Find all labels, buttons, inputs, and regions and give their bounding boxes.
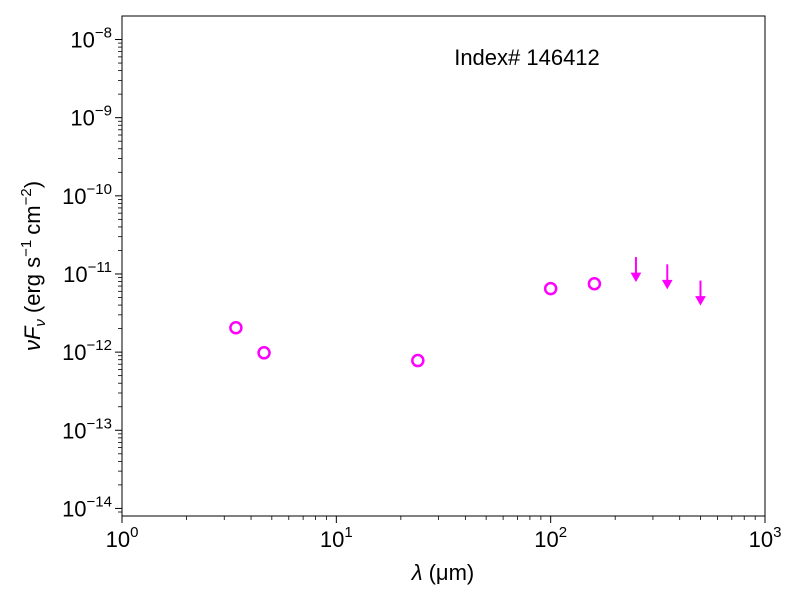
x-tick-base: 10 <box>106 527 130 552</box>
data-point <box>257 346 271 360</box>
upper-limit-head <box>630 272 642 283</box>
tick-group: 100 101 102 10310−1410−1310−1210−1110−1010−… <box>62 25 782 552</box>
y-axis-exp1: −1 <box>18 240 35 257</box>
y-tick-base: 10 <box>63 262 87 287</box>
y-axis-close: ) <box>20 181 45 188</box>
y-tick-base: 10 <box>62 340 86 365</box>
y-axis-label: νFν (erg s−1 cm−2) <box>18 181 49 351</box>
x-axis-symbol: λ <box>411 560 423 585</box>
x-tick-label: 102 <box>534 524 567 552</box>
y-tick-exp: −14 <box>87 493 112 510</box>
y-tick-label: 10−13 <box>62 415 112 443</box>
x-axis-unit: (μm) <box>429 560 475 585</box>
y-tick-exp: −9 <box>95 103 112 120</box>
y-tick-label: 10−14 <box>62 493 112 521</box>
y-tick-exp: −12 <box>87 337 112 354</box>
upper-limit-head <box>695 296 706 306</box>
y-tick-label: 10−10 <box>62 181 112 209</box>
x-axis-label: λ (μm) <box>411 560 474 585</box>
y-tick-exp: −10 <box>87 181 112 198</box>
x-tick-exp: 0 <box>130 524 138 541</box>
data-point <box>229 321 243 335</box>
y-tick-base: 10 <box>62 418 86 443</box>
y-tick-exp: −11 <box>88 259 112 276</box>
x-tick-base: 10 <box>320 527 344 552</box>
y-tick-label: 10−8 <box>70 25 112 53</box>
y-tick-base: 10 <box>70 106 94 131</box>
y-axis-text: (erg s <box>20 257 45 313</box>
y-axis-mid: cm <box>20 205 45 234</box>
y-axis-symbol2: F <box>20 325 45 340</box>
y-tick-exp: −13 <box>87 415 112 432</box>
plot-frame <box>121 15 766 517</box>
y-tick-label: 10−11 <box>63 259 112 287</box>
x-tick-base: 10 <box>749 527 773 552</box>
y-axis-symbol: ν <box>20 340 45 351</box>
y-tick-exp: −8 <box>95 25 112 42</box>
upper-limit-head <box>661 279 673 290</box>
y-axis-exp2: −2 <box>18 188 35 205</box>
x-tick-label: 100 <box>106 524 139 552</box>
data-point <box>587 276 602 291</box>
upper-limit-arrow <box>661 264 673 290</box>
data-point <box>543 281 558 296</box>
x-tick-exp: 3 <box>773 524 781 541</box>
x-tick-base: 10 <box>534 527 558 552</box>
chart-annotation: Index# 146412 <box>454 45 600 70</box>
x-tick-exp: 1 <box>344 524 352 541</box>
x-tick-exp: 2 <box>559 524 567 541</box>
upper-limit-arrow <box>630 257 642 283</box>
y-axis-subscript: ν <box>32 319 49 327</box>
y-tick-base: 10 <box>70 28 94 53</box>
y-tick-base: 10 <box>62 184 86 209</box>
y-tick-base: 10 <box>62 496 86 521</box>
y-tick-label: 10−9 <box>70 103 112 131</box>
data-marks <box>229 257 706 368</box>
x-tick-label: 103 <box>749 524 782 552</box>
x-tick-label: 101 <box>320 524 353 552</box>
upper-limit-arrow <box>695 280 706 306</box>
data-point <box>411 353 425 368</box>
y-tick-label: 10−12 <box>62 337 112 365</box>
